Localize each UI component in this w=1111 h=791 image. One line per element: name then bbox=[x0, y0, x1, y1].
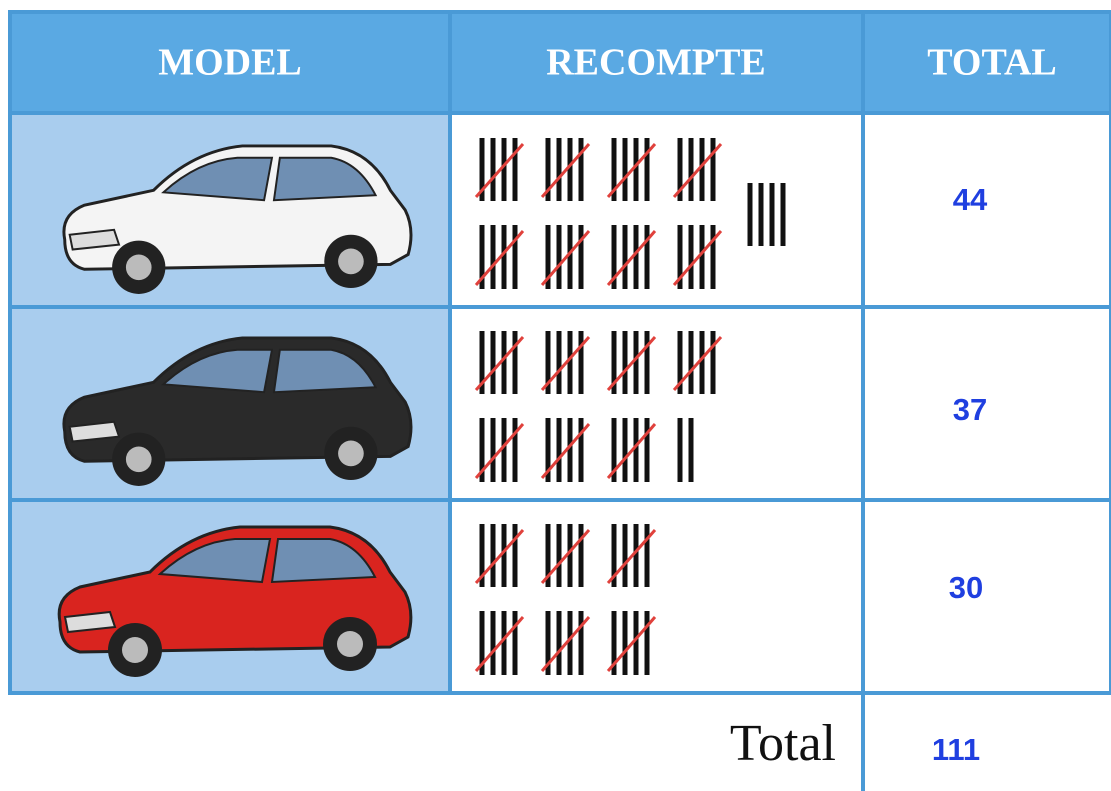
tally-slash bbox=[540, 616, 591, 672]
tally-group bbox=[474, 225, 525, 289]
tally-group bbox=[474, 138, 525, 201]
tally-slash bbox=[606, 230, 657, 286]
tally-group bbox=[606, 418, 657, 482]
tally-slash bbox=[540, 336, 591, 391]
tally-group bbox=[606, 331, 657, 394]
header-cell: RECOMPTE bbox=[546, 42, 766, 84]
tally-slash bbox=[540, 230, 591, 286]
tally-slash bbox=[606, 143, 657, 198]
tally-slash bbox=[606, 423, 657, 479]
tally-slash bbox=[474, 336, 525, 391]
tally-slash bbox=[606, 529, 657, 584]
tally-group bbox=[540, 524, 591, 587]
tally-group bbox=[606, 524, 657, 587]
row-total: 37 bbox=[953, 392, 987, 427]
tally-slash bbox=[474, 143, 525, 198]
tally-slash bbox=[540, 529, 591, 584]
tally-slash bbox=[606, 336, 657, 391]
tally-group bbox=[672, 138, 723, 201]
tally-group bbox=[474, 611, 525, 675]
tally-group bbox=[540, 418, 591, 482]
row-total: 44 bbox=[953, 182, 988, 217]
tally-group bbox=[540, 138, 591, 201]
tally-slash bbox=[474, 616, 525, 672]
row-total: 30 bbox=[949, 570, 983, 605]
tally-slash bbox=[672, 336, 723, 391]
tally-group bbox=[540, 225, 591, 289]
tally-slash bbox=[474, 230, 525, 286]
footer-label: Total bbox=[730, 715, 836, 772]
tally-slash bbox=[672, 143, 723, 198]
tally-group bbox=[474, 331, 525, 394]
grid bbox=[8, 10, 1111, 791]
tally-group bbox=[672, 331, 723, 394]
tally-group bbox=[540, 611, 591, 675]
tally-slash bbox=[474, 529, 525, 584]
tally-group bbox=[606, 138, 657, 201]
tally-slash bbox=[606, 616, 657, 672]
header-band bbox=[10, 12, 1111, 113]
tally-remainder bbox=[747, 183, 786, 246]
tally-group bbox=[606, 611, 657, 675]
tally-slash bbox=[474, 423, 525, 479]
tally-remainder bbox=[677, 418, 694, 482]
grand-total: 111 bbox=[932, 732, 980, 767]
tally-group bbox=[540, 331, 591, 394]
tally-slash bbox=[540, 423, 591, 479]
tally-slash bbox=[672, 230, 723, 286]
tally-group bbox=[606, 225, 657, 289]
tally-group bbox=[474, 418, 525, 482]
tally-group bbox=[672, 225, 723, 289]
header-cell: TOTAL bbox=[927, 42, 1057, 84]
tally-group bbox=[474, 524, 525, 587]
header-cell: MODEL bbox=[158, 42, 302, 84]
tally-slash bbox=[540, 143, 591, 198]
